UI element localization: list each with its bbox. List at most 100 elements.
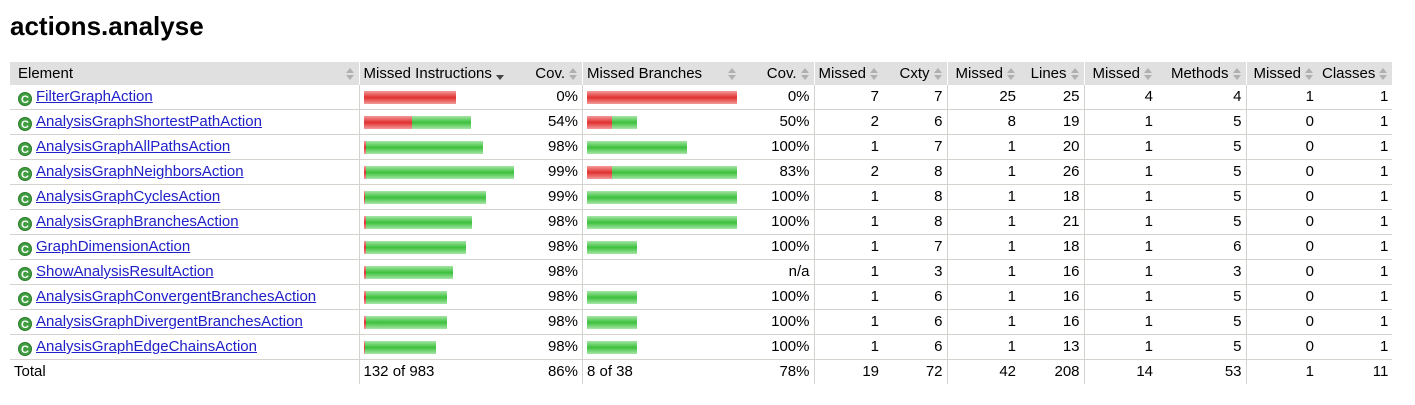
missed-lines: 1: [946, 334, 1021, 360]
header-missed-classes[interactable]: Missed: [1245, 62, 1319, 85]
table-row: C ShowAnalysisResultAction 98% n/a 1 3 1 16 1 3 0 1: [10, 259, 1393, 285]
cov-branches: 100%: [741, 284, 814, 310]
branches-bar-cell: [582, 309, 741, 335]
sort-icon: [1006, 67, 1016, 81]
classes: 1: [1318, 334, 1393, 360]
total-lines: 208: [1020, 359, 1085, 384]
methods: 5: [1157, 284, 1247, 310]
branches-missed-segment: [587, 90, 737, 104]
classes: 1: [1318, 309, 1393, 335]
class-icon: C: [18, 92, 32, 106]
coverage-table: Element Missed Instructions Cov. Missed …: [10, 62, 1393, 384]
header-missed-lines[interactable]: Missed: [946, 62, 1021, 85]
branches-covered-segment: [612, 165, 737, 179]
cxty: 7: [883, 85, 948, 110]
class-icon: C: [18, 267, 32, 281]
header-missed-cxty[interactable]: Missed: [813, 62, 884, 85]
element-link[interactable]: FilterGraphAction: [36, 88, 153, 105]
instructions-bar: [363, 315, 447, 329]
missed-methods: 1: [1083, 109, 1158, 135]
class-icon: C: [18, 142, 32, 156]
total-cov-instructions: 86%: [517, 359, 583, 384]
instructions-covered-segment: [365, 215, 472, 229]
missed-cxty: 1: [813, 334, 884, 360]
cxty: 7: [883, 134, 948, 160]
instructions-missed-segment: [363, 265, 366, 279]
lines: 18: [1020, 184, 1085, 210]
cxty: 6: [883, 334, 948, 360]
table-body: C FilterGraphAction 0% 0% 7 7 25 25 4 4 1 1 C Analysi…: [10, 85, 1393, 360]
cov-instructions: 99%: [517, 159, 583, 185]
missed-lines: 25: [946, 85, 1021, 110]
missed-methods: 1: [1083, 159, 1158, 185]
table-row: C AnalysisGraphShortestPathAction 54% 50% 2 6…: [10, 109, 1393, 135]
header-classes[interactable]: Classes: [1318, 62, 1393, 85]
element-cell: C AnalysisGraphShortestPathAction: [10, 109, 359, 135]
missed-methods: 1: [1083, 134, 1158, 160]
element-link[interactable]: GraphDimensionAction: [36, 238, 191, 255]
methods: 5: [1157, 159, 1247, 185]
header-element[interactable]: Element: [10, 62, 359, 85]
table-row: C AnalysisGraphAllPathsAction 98% 100% 1 7 1 20…: [10, 134, 1393, 160]
methods: 5: [1157, 109, 1247, 135]
header-missed-methods[interactable]: Missed: [1083, 62, 1158, 85]
instructions-covered-segment: [365, 265, 453, 279]
element-link[interactable]: AnalysisGraphNeighborsAction: [36, 163, 244, 180]
header-lines[interactable]: Lines: [1020, 62, 1085, 85]
methods: 5: [1157, 184, 1247, 210]
element-link[interactable]: AnalysisGraphEdgeChainsAction: [36, 338, 257, 355]
instructions-covered-segment: [365, 140, 483, 154]
cov-instructions: 98%: [517, 134, 583, 160]
missed-classes: 0: [1245, 109, 1319, 135]
instructions-bar: [363, 140, 483, 154]
sort-icon: [869, 67, 879, 81]
instructions-bar: [363, 240, 466, 254]
branches-bar: [587, 315, 637, 329]
sort-icon: [345, 67, 355, 81]
element-link[interactable]: AnalysisGraphDivergentBranchesAction: [36, 313, 303, 330]
branches-bar-cell: [582, 184, 741, 210]
instructions-bar: [363, 340, 436, 354]
methods: 6: [1157, 234, 1247, 260]
class-icon: C: [18, 117, 32, 131]
branches-missed-segment: [587, 165, 612, 179]
missed-cxty: 1: [813, 284, 884, 310]
branches-missed-segment: [587, 115, 612, 129]
cov-instructions: 0%: [517, 85, 583, 110]
missed-lines: 1: [946, 259, 1021, 285]
missed-classes: 0: [1245, 259, 1319, 285]
branches-bar-cell: [582, 134, 741, 160]
classes: 1: [1318, 85, 1393, 110]
header-cxty[interactable]: Cxty: [883, 62, 948, 85]
header-cov-branches[interactable]: Cov.: [741, 62, 814, 85]
element-link[interactable]: ShowAnalysisResultAction: [36, 263, 214, 280]
instructions-covered-segment: [365, 165, 514, 179]
missed-cxty: 2: [813, 159, 884, 185]
class-icon: C: [18, 317, 32, 331]
element-cell: C FilterGraphAction: [10, 85, 359, 110]
element-link[interactable]: AnalysisGraphConvergentBranchesAction: [36, 288, 317, 305]
missed-classes: 0: [1245, 234, 1319, 260]
sort-icon: [1232, 67, 1242, 81]
instructions-bar: [363, 265, 453, 279]
total-cov-branches: 78%: [741, 359, 814, 384]
element-link[interactable]: AnalysisGraphAllPathsAction: [36, 138, 231, 155]
cxty: 3: [883, 259, 948, 285]
missed-lines: 1: [946, 134, 1021, 160]
header-cov-instructions[interactable]: Cov.: [517, 62, 583, 85]
cov-instructions: 98%: [517, 309, 583, 335]
element-link[interactable]: AnalysisGraphCyclesAction: [36, 188, 221, 205]
total-classes: 11: [1318, 359, 1393, 384]
branches-bar-cell: [582, 159, 741, 185]
class-icon: C: [18, 292, 32, 306]
header-missed-branches[interactable]: Missed Branches: [582, 62, 741, 85]
branches-bar: [587, 165, 737, 179]
instructions-bar-cell: [358, 309, 518, 335]
header-methods[interactable]: Methods: [1157, 62, 1247, 85]
element-link[interactable]: AnalysisGraphShortestPathAction: [36, 113, 262, 130]
element-link[interactable]: AnalysisGraphBranchesAction: [36, 213, 239, 230]
branches-covered-segment: [587, 290, 637, 304]
table-row: C FilterGraphAction 0% 0% 7 7 25 25 4 4 1 1: [10, 85, 1393, 110]
header-missed-instructions[interactable]: Missed Instructions: [358, 62, 518, 85]
table-row: C AnalysisGraphConvergentBranchesAction 98…: [10, 284, 1393, 310]
